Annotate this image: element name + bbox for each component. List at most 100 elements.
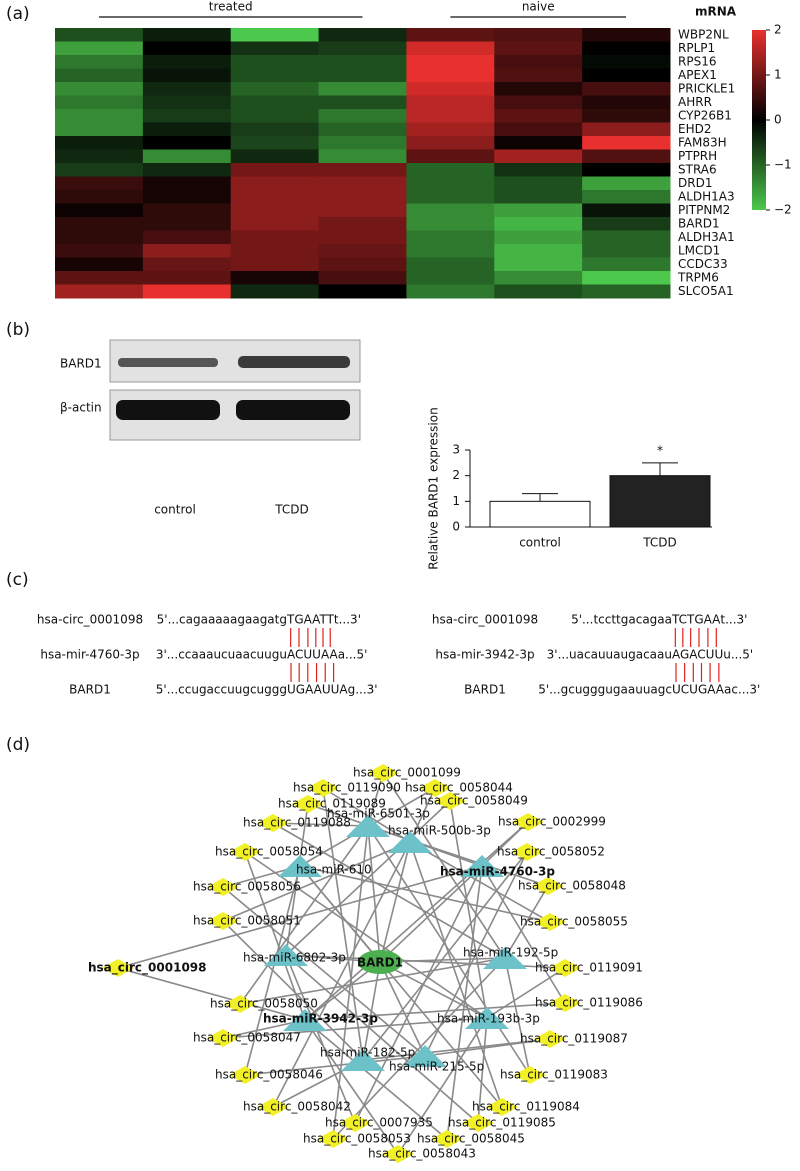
heatmap-cell (142, 257, 232, 272)
node-label: hsa-miR-182-5p (320, 1046, 415, 1060)
heatmap-cell (494, 136, 583, 150)
edge (367, 825, 549, 887)
circrna-node (339, 1114, 371, 1132)
node-label: hsa-miR-3942-3p (263, 1012, 378, 1026)
panel-label: (d) (6, 735, 30, 755)
circrna-node (486, 1098, 518, 1116)
sequence-prefix: 5'...gcugggugaauuagc (538, 683, 672, 697)
edge (222, 886, 426, 1057)
heatmap-cell (142, 136, 232, 150)
circrna-node (257, 1098, 289, 1116)
heatmap-cell (582, 82, 671, 96)
edge (379, 961, 488, 1019)
row-label: FAM83H (678, 135, 727, 149)
edges (117, 772, 566, 1155)
node-label: hsa_circ_0119083 (500, 1068, 608, 1082)
blot-protein: BARD1 (60, 357, 102, 371)
node-label: hsa_circ_0001099 (353, 766, 461, 780)
circrna-node (549, 994, 581, 1012)
heatmap-cell (494, 257, 583, 272)
circrna-node (224, 995, 256, 1013)
edge (409, 841, 503, 1108)
edge (304, 1019, 448, 1140)
edge (477, 1017, 488, 1124)
heatmap-cell (318, 82, 407, 96)
edge (222, 920, 364, 1061)
sequence-seed: UGAAUU (287, 683, 339, 697)
heatmap-cell (230, 230, 320, 245)
circrna-node (532, 877, 564, 895)
heatmap-cell (494, 122, 583, 137)
circrna-node (102, 959, 134, 977)
edge (481, 821, 529, 867)
heatmap-cell (142, 190, 232, 204)
edge (272, 841, 411, 1108)
edge (379, 841, 411, 963)
colorbar-tick-label: 2 (774, 23, 782, 37)
node-label: hsa-miR-193b-3p (437, 1012, 540, 1026)
heatmap-cell (582, 257, 671, 272)
edge (285, 954, 479, 1124)
blot-band (118, 358, 218, 367)
heatmap-cell (55, 203, 144, 218)
heatmap-cell (406, 122, 495, 137)
heatmap-cell (406, 109, 495, 123)
sequence-name: hsa-circ_0001098 (37, 613, 143, 627)
row-label: AHRR (678, 95, 712, 109)
node-label: hsa_circ_0058054 (215, 845, 323, 859)
heatmap-cell (318, 136, 407, 150)
heatmap-cell (582, 176, 671, 191)
colorbar-tick-label: 0 (774, 113, 782, 127)
node-label: hsa_circ_0058043 (368, 1147, 476, 1161)
heatmap-cell (582, 284, 671, 299)
colorbar-tick-label: −1 (774, 158, 792, 172)
heatmap-cell (230, 82, 320, 96)
sequence-prefix: 5'...tccttgacagaa (571, 613, 672, 627)
heatmap-cell (230, 28, 320, 42)
y-tick-label: 2 (452, 468, 460, 482)
heatmap-cell (582, 122, 671, 137)
heatmap-cell (230, 95, 320, 110)
heatmap-cell (406, 95, 495, 110)
edge (367, 825, 531, 1076)
heatmap-cell (582, 190, 671, 204)
blot-lane: TCDD (274, 503, 309, 517)
heatmap-cell (494, 55, 583, 69)
circrna-node (207, 912, 239, 930)
edge (332, 957, 506, 1140)
heatmap-cell (318, 244, 407, 258)
heatmap-cell (142, 68, 232, 83)
blot-lane: control (154, 503, 196, 517)
circrna-node (431, 1130, 463, 1148)
circrna-node (514, 1066, 546, 1084)
row-label: ALDH3A1 (678, 230, 735, 244)
heatmap-cell (55, 28, 144, 42)
edge (272, 822, 506, 959)
y-axis-label: Relative BARD1 expression (427, 407, 441, 569)
edge (397, 1017, 488, 1155)
colorbar-tick-label: 1 (774, 68, 782, 82)
heatmap-cell (55, 122, 144, 137)
edge (362, 961, 381, 1061)
bar (609, 475, 711, 528)
heatmap-cell (494, 68, 583, 83)
sequence-name: hsa-circ_0001098 (432, 613, 538, 627)
node-label: hsa_circ_0119091 (535, 961, 643, 975)
heatmap-cell (406, 244, 495, 258)
heatmap-cell (230, 136, 320, 150)
edge (379, 865, 483, 963)
heatmap-cell (318, 149, 407, 164)
heatmap-cell (582, 68, 671, 83)
heatmap-cell (494, 271, 583, 285)
blot-protein: β-actin (60, 401, 102, 415)
heatmap-cell (142, 109, 232, 123)
mirna-node (403, 1045, 447, 1067)
row-label: DRD1 (678, 176, 712, 190)
mrna-node (358, 950, 402, 974)
heatmap-cell (494, 109, 583, 123)
heatmap-cell (55, 95, 144, 110)
sequence-prefix: 3'...ccaaaucuaacuugu (156, 648, 287, 662)
heatmap-cell (230, 55, 320, 69)
heatmap-cell (55, 271, 144, 285)
node-label: hsa_circ_0001098 (88, 961, 207, 976)
